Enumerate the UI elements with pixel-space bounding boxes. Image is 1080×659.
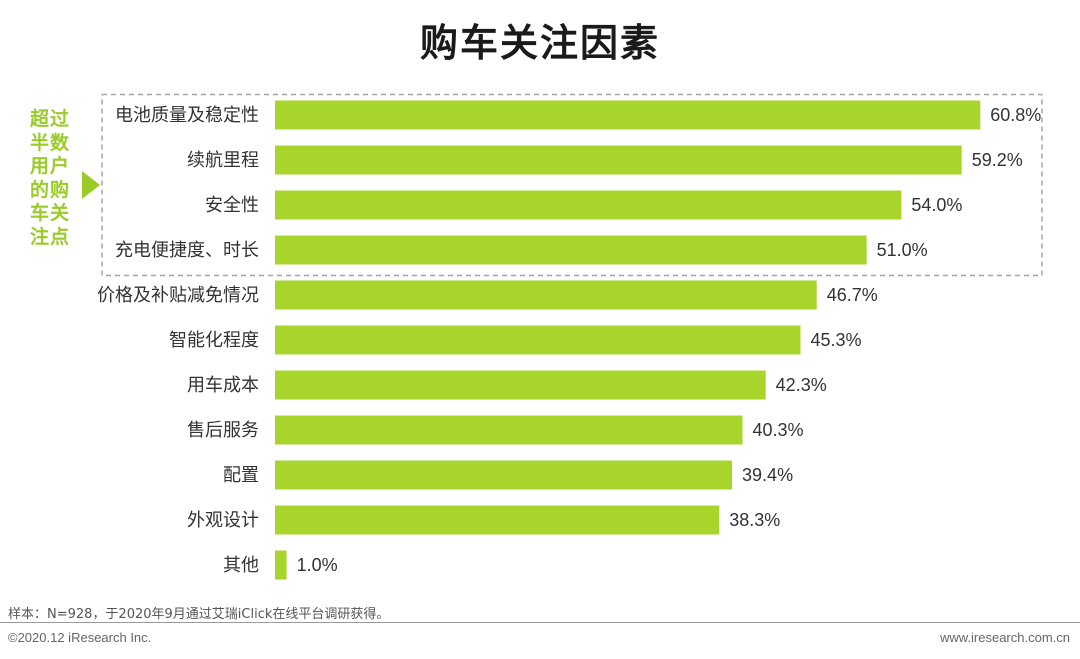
value-label: 1.0%	[297, 555, 338, 575]
bar	[275, 325, 801, 355]
bar-chart: 电池质量及稳定性 60.8% 续航里程 59.2% 安全性 54.0% 充电便捷度、时长 51…	[82, 93, 1043, 580]
bar	[275, 460, 733, 490]
bar	[275, 280, 817, 310]
bar	[275, 370, 766, 400]
highlight-dashed-box	[101, 93, 1043, 277]
footer-divider	[0, 622, 1080, 623]
category-label: 充电便捷度、时长	[115, 240, 259, 261]
category-label: 智能化程度	[169, 330, 259, 351]
category-label: 电池质量及稳定性	[115, 105, 259, 126]
highlight-callout-text: 超过半数用户的购车关注点	[29, 108, 70, 248]
bar	[275, 145, 962, 175]
category-label: 外观设计	[187, 510, 259, 531]
category-label: 售后服务	[187, 420, 259, 441]
bar	[275, 190, 902, 220]
value-label: 38.3%	[729, 510, 780, 530]
value-label: 42.3%	[776, 375, 827, 395]
bar	[275, 235, 867, 265]
copyright-text: ©2020.12 iResearch Inc.	[8, 630, 152, 645]
category-label: 安全性	[205, 195, 259, 216]
value-label: 46.7%	[827, 285, 878, 305]
bar	[275, 415, 743, 445]
category-label: 价格及补贴减免情况	[97, 285, 259, 306]
value-label: 60.8%	[990, 105, 1041, 125]
value-label: 59.2%	[972, 150, 1023, 170]
value-label: 45.3%	[810, 330, 861, 350]
highlight-group	[82, 93, 1043, 277]
bars-group: 电池质量及稳定性 60.8% 续航里程 59.2% 安全性 54.0% 充电便捷度、时长 51…	[97, 100, 1041, 580]
website-url: www.iresearch.com.cn	[939, 630, 1070, 645]
bar	[275, 550, 287, 580]
value-label: 54.0%	[911, 195, 962, 215]
value-label: 39.4%	[742, 465, 793, 485]
category-label: 用车成本	[187, 375, 259, 396]
value-label: 40.3%	[752, 420, 803, 440]
arrow-right-icon	[82, 171, 100, 199]
category-label: 配置	[223, 465, 259, 486]
bar	[275, 100, 981, 130]
chart-title: 购车关注因素	[419, 21, 660, 65]
value-label: 51.0%	[877, 240, 928, 260]
bar	[275, 505, 720, 535]
source-note: 样本：N=928，于2020年9月通过艾瑞iClick在线平台调研获得。	[8, 607, 390, 622]
category-label: 其他	[223, 555, 259, 576]
category-label: 续航里程	[187, 150, 259, 171]
